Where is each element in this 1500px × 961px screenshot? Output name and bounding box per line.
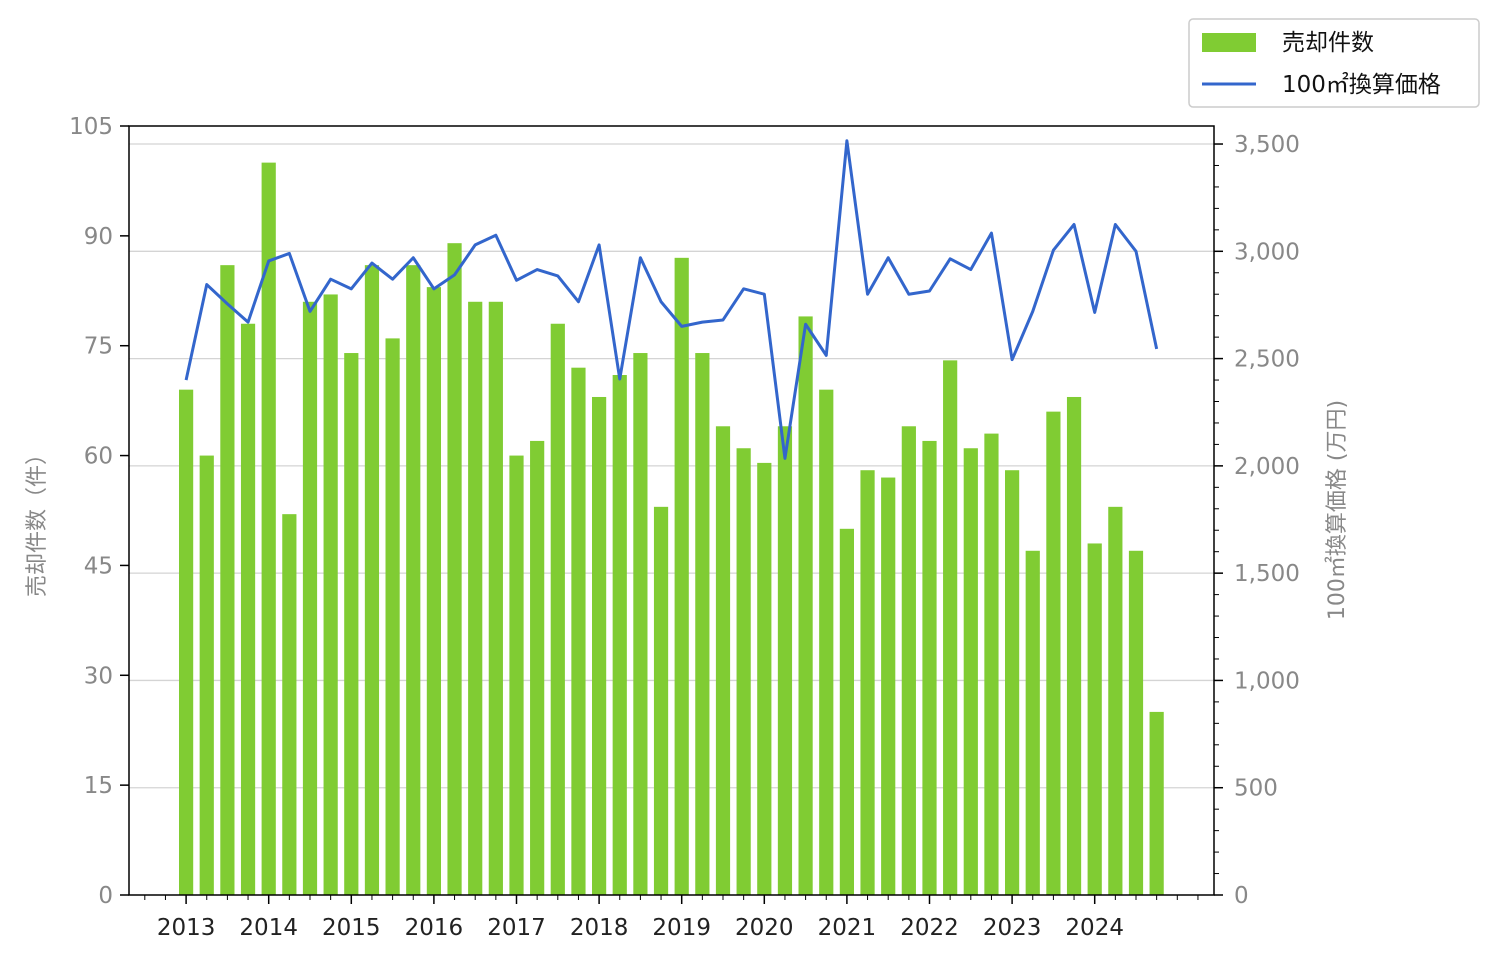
x-tick-label: 2013 [157, 915, 216, 941]
left-tick-label: 105 [69, 114, 113, 140]
right-tick-label: 3,000 [1234, 239, 1300, 265]
bar [1128, 550, 1144, 895]
bar [736, 448, 751, 895]
right-axis-ticks: 0 500 1,000 1,500 2,000 2,500 3,000 3,500 [1214, 132, 1300, 909]
right-tick-label: 0 [1234, 883, 1249, 909]
bar [633, 353, 648, 895]
right-tick-label: 2,000 [1234, 454, 1300, 480]
left-tick-label: 0 [98, 883, 113, 909]
bar [653, 506, 669, 895]
bar [695, 353, 710, 895]
bar [488, 301, 503, 895]
x-tick-label: 2017 [487, 915, 546, 941]
bar [612, 375, 627, 895]
bar [344, 353, 359, 895]
bar [922, 440, 937, 895]
bar [1066, 396, 1082, 895]
line-series [184, 139, 1159, 460]
bar [302, 301, 318, 895]
left-tick-label: 75 [84, 334, 113, 360]
bar-series [179, 162, 1164, 896]
left-tick-label: 30 [84, 663, 113, 689]
left-axis-ticks: 0 15 30 45 60 75 90 105 [69, 114, 129, 909]
bar [550, 323, 565, 895]
bar [1025, 550, 1040, 895]
bar [323, 294, 338, 895]
bar [1108, 506, 1123, 895]
right-axis-title: 100㎡換算価格 (万円) [1324, 400, 1350, 620]
bar [220, 265, 235, 896]
x-tick-label: 2022 [900, 915, 959, 941]
bar [839, 528, 854, 895]
bar [901, 426, 916, 895]
bar [509, 455, 524, 895]
x-tick-label: 2023 [983, 915, 1042, 941]
legend-line-label: 100㎡換算価格 [1282, 72, 1441, 98]
right-tick-label: 3,500 [1234, 132, 1300, 158]
bar [1149, 711, 1164, 895]
bar [199, 455, 214, 895]
bar [757, 462, 772, 895]
x-tick-label: 2018 [570, 915, 629, 941]
bar [860, 470, 875, 895]
legend-bar-swatch [1202, 33, 1256, 52]
bar [819, 389, 834, 895]
bar [364, 265, 380, 896]
bar [592, 396, 607, 895]
x-tick-label: 2016 [405, 915, 464, 941]
bar [406, 265, 421, 896]
bar [468, 301, 483, 895]
bar [943, 360, 958, 895]
bar [777, 426, 793, 895]
left-axis-title: 売却件数（件） [25, 443, 50, 597]
right-tick-label: 1,500 [1234, 561, 1300, 587]
x-tick-label: 2015 [322, 915, 381, 941]
x-tick-label: 2021 [818, 915, 877, 941]
bar [447, 243, 462, 895]
left-tick-label: 15 [84, 773, 113, 799]
x-tick-label: 2020 [735, 915, 794, 941]
bar [1046, 411, 1061, 895]
legend-box [1188, 18, 1480, 108]
legend: 売却件数 100㎡換算価格 [1188, 18, 1480, 108]
bar [1087, 543, 1102, 895]
bar [179, 389, 194, 895]
left-tick-label: 45 [84, 553, 113, 579]
left-tick-label: 90 [84, 224, 113, 250]
bar [798, 316, 813, 895]
x-axis-ticks: 2013 2014 2015 2016 2017 2018 2019 2020 2021 2022… [144, 895, 1199, 941]
bar [881, 477, 896, 895]
bar [385, 338, 400, 895]
left-tick-label: 60 [84, 444, 113, 470]
price-line [184, 139, 1159, 460]
bar [240, 323, 256, 895]
right-tick-label: 1,000 [1234, 668, 1300, 694]
plot-frame [128, 125, 1215, 896]
legend-bar-label: 売却件数 [1282, 30, 1374, 56]
bar [715, 426, 731, 895]
right-tick-label: 2,500 [1234, 347, 1300, 373]
bar [963, 448, 978, 895]
bar [282, 514, 297, 895]
bar [530, 440, 545, 895]
bar [1005, 470, 1020, 895]
right-tick-label: 500 [1234, 776, 1278, 802]
x-tick-label: 2024 [1065, 915, 1124, 941]
bar [984, 433, 999, 895]
bar [571, 367, 586, 896]
x-tick-label: 2019 [652, 915, 711, 941]
bar [426, 287, 441, 896]
bar [674, 257, 689, 895]
x-tick-label: 2014 [239, 915, 298, 941]
bar [261, 162, 276, 896]
